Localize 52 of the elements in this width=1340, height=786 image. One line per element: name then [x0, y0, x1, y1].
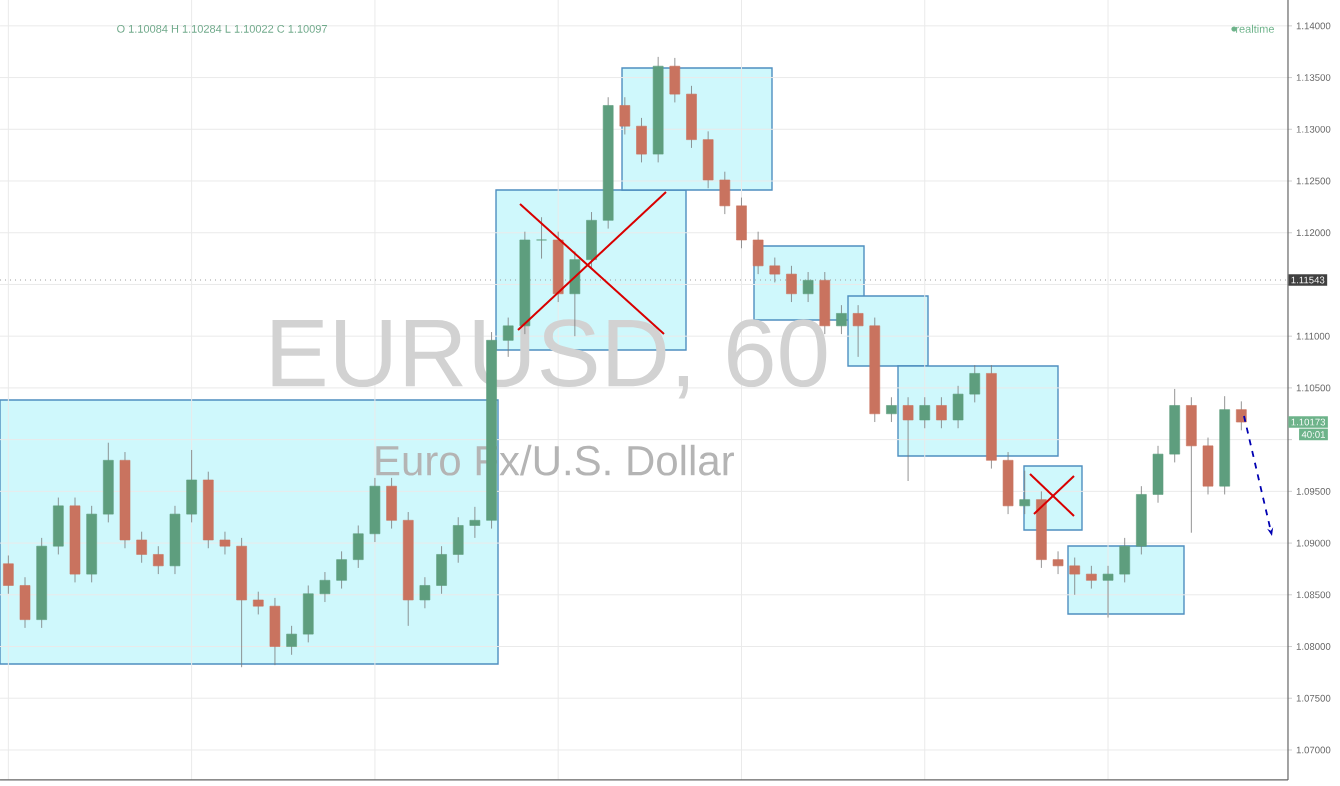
candlestick	[319, 571, 331, 603]
candlestick	[252, 591, 264, 615]
candlestick	[186, 449, 197, 523]
candlestick	[419, 576, 431, 609]
candlestick	[469, 506, 481, 539]
candlestick	[786, 265, 797, 303]
candlestick	[736, 197, 747, 249]
candlestick	[1019, 470, 1031, 515]
candlestick	[852, 304, 864, 358]
candlestick	[1069, 557, 1081, 596]
candlestick	[752, 231, 764, 275]
candlestick	[836, 304, 847, 335]
candlestick	[153, 545, 164, 575]
candlestick	[902, 396, 914, 482]
candlestick	[919, 396, 931, 429]
candlestick	[386, 477, 397, 529]
candlestick	[136, 531, 147, 564]
candlestick	[769, 257, 781, 283]
candlestick	[302, 585, 314, 643]
candlestick	[452, 516, 464, 564]
candlestick	[286, 625, 297, 656]
candlestick	[1052, 550, 1064, 575]
candlestick	[619, 96, 631, 135]
candlestick	[53, 497, 64, 555]
candlestick	[952, 385, 964, 429]
candlestick	[1119, 537, 1130, 583]
candlestick	[269, 597, 281, 666]
candlestick	[1102, 565, 1114, 618]
candlestick	[1202, 437, 1214, 495]
candlestick	[536, 216, 547, 259]
candlestick	[669, 57, 681, 103]
candlestick	[586, 211, 597, 269]
candlestick	[1002, 451, 1014, 515]
candlestick	[1152, 445, 1164, 504]
candlestick	[702, 130, 714, 189]
candlestick	[219, 531, 231, 555]
candlestick	[686, 85, 697, 149]
candlestick	[886, 396, 897, 423]
candlestick	[802, 271, 814, 303]
candlestick	[352, 525, 364, 569]
candlestick	[1086, 565, 1097, 589]
candlestick	[936, 396, 947, 429]
candlestick	[436, 545, 447, 595]
candlestick	[636, 117, 647, 163]
candlestick	[969, 364, 981, 403]
candlestick	[369, 477, 381, 543]
candlestick	[3, 555, 14, 595]
candlestick	[719, 171, 731, 215]
candlestick	[1186, 396, 1197, 534]
candlestick	[336, 550, 347, 589]
candlestick	[1236, 400, 1247, 431]
candlestick	[19, 576, 31, 629]
